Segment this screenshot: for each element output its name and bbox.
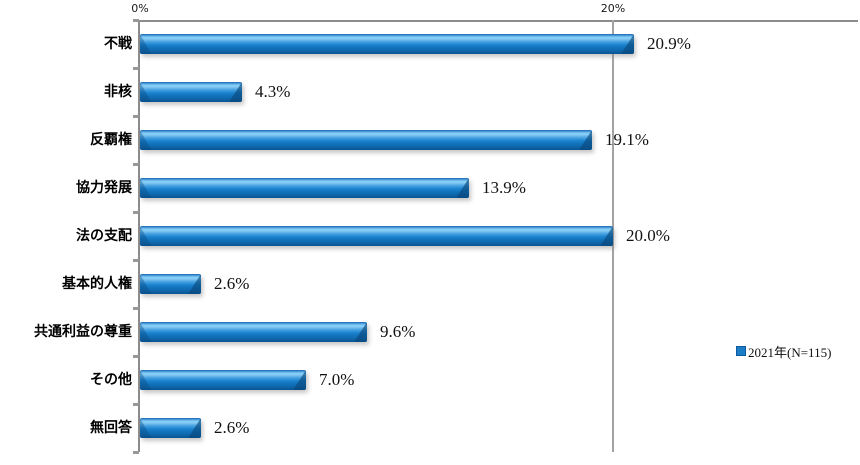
bar: [140, 322, 367, 342]
bar-value-label: 2.6%: [214, 274, 250, 293]
bar-left-bevel: [140, 130, 151, 150]
bar: [140, 226, 613, 246]
y-axis-tick: [133, 307, 139, 310]
gridline-20%: [612, 20, 614, 452]
legend: 2021年(N=115): [736, 343, 832, 360]
bar-left-bevel: [140, 418, 151, 438]
bar-right-bevel: [188, 274, 201, 294]
y-axis-tick: [133, 451, 139, 454]
y-axis-tick: [133, 403, 139, 406]
bar: [140, 370, 306, 390]
category-label: 無回答: [90, 420, 132, 436]
category-label: 反覇権: [90, 132, 132, 148]
bar-value-label: 4.3%: [255, 82, 291, 101]
x-tick-label: 0%: [131, 2, 149, 15]
y-axis-tick: [133, 67, 139, 70]
bar-value-label: 2.6%: [214, 418, 250, 437]
bar-left-bevel: [140, 178, 151, 198]
legend-label: 2021年(N=115): [748, 344, 832, 360]
bar-left-bevel: [140, 226, 151, 246]
category-label: 共通利益の尊重: [34, 324, 132, 340]
legend-swatch-icon: [736, 346, 746, 356]
bar-right-bevel: [579, 130, 592, 150]
bar: [140, 34, 634, 54]
y-axis-tick: [133, 259, 139, 262]
bar-right-bevel: [621, 34, 634, 54]
y-axis-tick: [133, 19, 139, 22]
x-axis-line: [138, 20, 858, 22]
bar-value-label: 9.6%: [380, 322, 416, 341]
bar: [140, 82, 242, 102]
bar-left-bevel: [140, 370, 151, 390]
category-label: 基本的人権: [62, 276, 132, 292]
y-axis-tick: [133, 115, 139, 118]
category-label: 協力発展: [76, 180, 132, 196]
bar-left-bevel: [140, 274, 151, 294]
bar-left-bevel: [140, 34, 151, 54]
y-axis-tick: [133, 211, 139, 214]
bar-right-bevel: [600, 226, 613, 246]
bar-right-bevel: [293, 370, 306, 390]
bar: [140, 418, 201, 438]
bar: [140, 178, 469, 198]
bar: [140, 130, 592, 150]
category-label: 非核: [104, 84, 132, 100]
bar-right-bevel: [354, 322, 367, 342]
bar-value-label: 7.0%: [319, 370, 355, 389]
bar: [140, 274, 201, 294]
x-tick-label: 20%: [600, 2, 626, 15]
bar-left-bevel: [140, 322, 151, 342]
bar-value-label: 19.1%: [605, 130, 649, 149]
bar-right-bevel: [188, 418, 201, 438]
category-label: その他: [90, 372, 132, 388]
y-axis-tick: [133, 355, 139, 358]
bar-value-label: 20.0%: [626, 226, 670, 245]
bar-right-bevel: [229, 82, 242, 102]
bar-left-bevel: [140, 82, 151, 102]
y-axis-line: [138, 20, 140, 452]
bar-value-label: 13.9%: [482, 178, 526, 197]
bar-value-label: 20.9%: [647, 34, 691, 53]
y-axis-tick: [133, 163, 139, 166]
category-label: 不戦: [104, 36, 132, 52]
bar-right-bevel: [456, 178, 469, 198]
category-label: 法の支配: [76, 228, 132, 244]
